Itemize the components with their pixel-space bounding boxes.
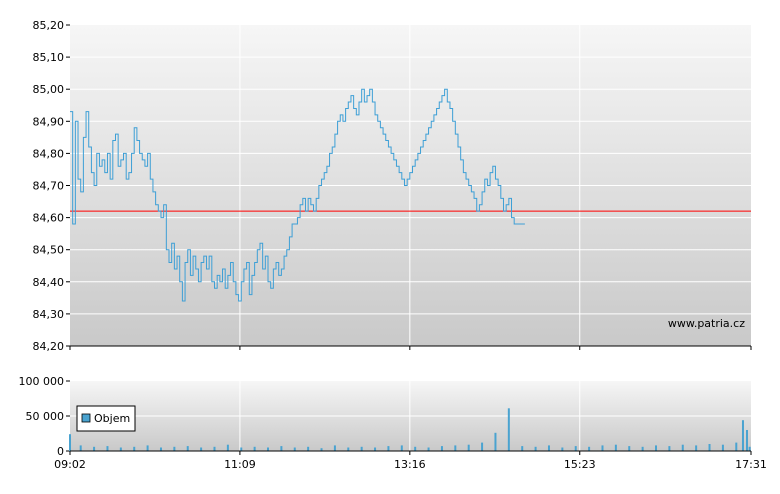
- watermark: www.patria.cz: [668, 317, 745, 330]
- volume-bar: [494, 432, 497, 451]
- volume-panel: 0 50 000 100 000 Objem: [19, 375, 751, 458]
- volume-bar: [641, 446, 644, 451]
- volume-bar: [574, 446, 577, 451]
- price-y-axis: 84,20 84,30 84,40 84,50 84,60 84,70 84,80 84,90…: [33, 19, 70, 353]
- price-y-tick-label: 85,20: [33, 19, 65, 32]
- volume-bar: [547, 445, 550, 451]
- volume-bar: [745, 430, 748, 451]
- volume-bar: [467, 444, 470, 451]
- volume-bar: [93, 446, 96, 451]
- volume-bar: [240, 447, 243, 451]
- price-y-tick-label: 84,70: [33, 180, 65, 193]
- volume-bar: [200, 447, 203, 451]
- volume-bar: [735, 442, 738, 451]
- volume-bar: [534, 446, 537, 451]
- volume-bar: [119, 447, 122, 451]
- volume-bar: [628, 446, 631, 451]
- volume-legend[interactable]: Objem: [76, 405, 136, 432]
- volume-bar: [454, 445, 457, 451]
- x-tick-label: 09:02: [54, 458, 86, 471]
- volume-bar: [267, 447, 270, 451]
- volume-bar: [481, 442, 484, 451]
- volume-bar: [253, 446, 256, 451]
- x-axis: 09:02 11:09 13:16 15:23 17:31: [54, 345, 767, 471]
- price-y-tick-label: 84,90: [33, 115, 65, 128]
- price-line: [70, 88, 525, 302]
- legend-label: Objem: [94, 412, 130, 425]
- price-y-tick-label: 84,60: [33, 212, 65, 225]
- volume-bar: [507, 408, 510, 451]
- volume-bar: [561, 447, 564, 451]
- legend-swatch: [81, 413, 91, 423]
- volume-y-tick-label: 0: [57, 445, 64, 458]
- volume-bar: [159, 447, 162, 451]
- volume-bar: [668, 446, 671, 451]
- volume-bar: [106, 446, 109, 451]
- price-y-tick-label: 85,00: [33, 83, 65, 96]
- x-tick-label: 15:23: [564, 458, 596, 471]
- volume-bar: [226, 444, 229, 451]
- volume-bar: [414, 446, 417, 451]
- volume-grid: [70, 381, 751, 451]
- volume-y-tick-label: 50 000: [26, 410, 65, 423]
- volume-bar: [721, 444, 724, 451]
- volume-bar: [347, 447, 350, 451]
- volume-bar: [748, 446, 751, 451]
- price-y-tick-label: 85,10: [33, 51, 65, 64]
- volume-bar: [320, 448, 323, 451]
- volume-bar: [307, 446, 310, 451]
- volume-bar: [601, 445, 604, 451]
- volume-bar: [387, 446, 390, 451]
- x-tick-label: 11:09: [224, 458, 256, 471]
- volume-y-tick-label: 100 000: [19, 375, 65, 388]
- x-tick-label: 13:16: [394, 458, 426, 471]
- volume-bars: [69, 408, 751, 451]
- volume-bar: [427, 447, 430, 451]
- volume-bar: [588, 446, 591, 451]
- volume-bar: [708, 444, 711, 451]
- volume-bar: [741, 420, 744, 451]
- volume-bar: [695, 445, 698, 451]
- price-y-tick-label: 84,30: [33, 308, 65, 321]
- volume-bar: [655, 445, 658, 451]
- volume-bar: [293, 447, 296, 451]
- volume-bar: [173, 446, 176, 451]
- price-y-tick-label: 84,80: [33, 147, 65, 160]
- volume-bar: [280, 446, 283, 451]
- price-grid: [70, 25, 751, 346]
- x-tick-label: 17:31: [735, 458, 767, 471]
- volume-bar: [213, 446, 216, 451]
- volume-bar: [521, 446, 524, 451]
- price-panel: 84,20 84,30 84,40 84,50 84,60 84,70 84,80 84,90…: [33, 19, 751, 353]
- volume-bar: [133, 446, 136, 451]
- volume-y-axis: 0 50 000 100 000: [19, 375, 70, 458]
- volume-bar: [400, 445, 403, 451]
- volume-bar: [333, 445, 336, 451]
- volume-bar: [614, 444, 617, 451]
- price-y-tick-label: 84,50: [33, 244, 65, 257]
- volume-bar: [146, 445, 149, 451]
- volume-bar: [360, 446, 363, 451]
- volume-bar: [440, 446, 443, 451]
- volume-bar: [79, 445, 82, 451]
- price-y-tick-label: 84,20: [33, 340, 65, 353]
- volume-bar: [374, 447, 377, 451]
- volume-bar: [186, 446, 189, 451]
- volume-bar: [69, 434, 71, 451]
- price-y-tick-label: 84,40: [33, 276, 65, 289]
- volume-bar: [681, 444, 684, 451]
